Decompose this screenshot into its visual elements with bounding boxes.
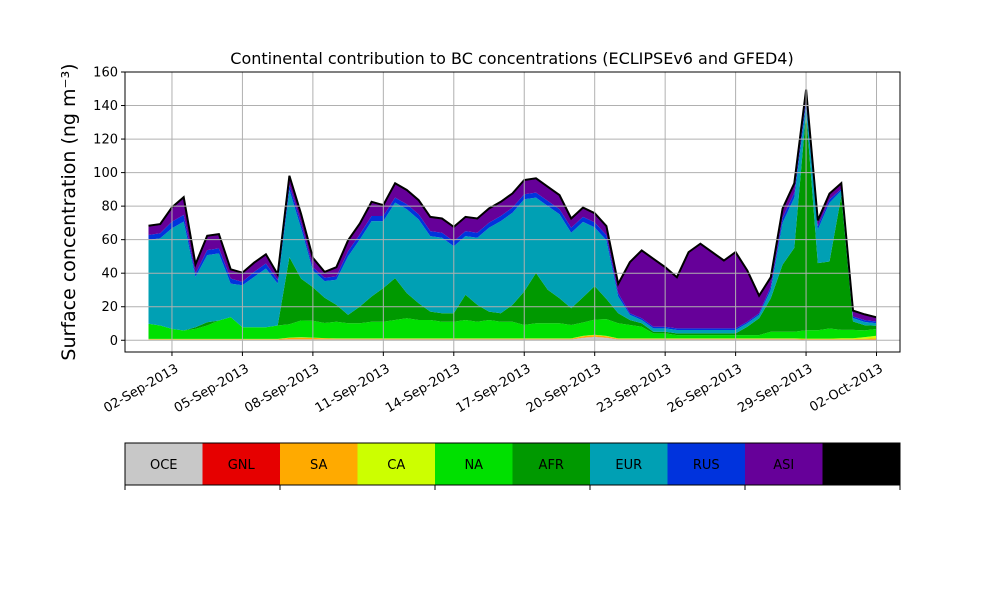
area-ca (148, 334, 877, 340)
area-rus (148, 98, 877, 330)
legend-label-aus: AUS (848, 458, 875, 473)
legend-label-gnl: GNL (228, 458, 256, 473)
legend-swatch-ca (357, 443, 435, 485)
x-tick-label: 02-Oct-2013 (807, 361, 885, 415)
legend-swatch-asi (745, 443, 823, 485)
legend-label-asi: ASI (773, 458, 794, 473)
legend-swatch-oce (125, 443, 203, 485)
total-line (148, 89, 877, 319)
area-eur (148, 103, 877, 334)
chart-title: Continental contribution to BC concentra… (230, 49, 793, 68)
y-tick-label: 20 (101, 300, 118, 315)
legend-label-ca: CA (387, 458, 405, 473)
x-tick-label: 08-Sep-2013 (242, 361, 322, 416)
y-tick-label: 160 (93, 66, 118, 81)
y-tick-label: 60 (101, 233, 118, 248)
area-afr (148, 112, 877, 336)
area-sa (148, 335, 877, 340)
x-tick-label: 23-Sep-2013 (595, 361, 675, 416)
y-tick-label: 100 (93, 166, 118, 181)
x-tick-label: 14-Sep-2013 (383, 361, 463, 416)
plot-frame (124, 71, 901, 353)
stacked-areas (148, 89, 877, 341)
legend-swatch-afr (512, 443, 590, 485)
y-tick-label: 40 (101, 267, 118, 282)
y-axis-label: Surface concentration (ng m⁻³) (58, 63, 80, 360)
legend-label-afr: AFR (539, 458, 564, 473)
legend-label-oce: OCE (150, 458, 178, 473)
legend-swatch-sa (280, 443, 358, 485)
legend-swatch-eur (590, 443, 668, 485)
y-tick-label: 0 (110, 334, 118, 349)
x-axis-ticks: 02-Sep-201305-Sep-201308-Sep-201311-Sep-… (101, 352, 886, 416)
x-tick-label: 26-Sep-2013 (665, 361, 745, 416)
y-tick-label: 120 (93, 133, 118, 148)
x-tick-label: 17-Sep-2013 (454, 361, 534, 416)
legend-frame (124, 442, 901, 486)
legend-label-eur: EUR (615, 458, 642, 473)
area-asi (148, 90, 877, 329)
legend-swatch-na (435, 443, 513, 485)
area-oce (148, 336, 877, 341)
x-tick-label: 11-Sep-2013 (313, 361, 393, 416)
x-tick-label: 20-Sep-2013 (524, 361, 604, 416)
x-tick-label: 29-Sep-2013 (735, 361, 815, 416)
y-tick-label: 80 (101, 200, 118, 215)
legend-label-na: NA (464, 458, 483, 473)
x-tick-label: 05-Sep-2013 (172, 361, 252, 416)
legend-swatch-aus (822, 443, 900, 485)
legend-label-sa: SA (310, 458, 327, 473)
x-tick-label: 02-Sep-2013 (101, 361, 181, 416)
legend-swatch-rus (667, 443, 745, 485)
legend-colorbar: OCE GNL SA CA NA AFR EUR RUS ASI AUS (124, 442, 901, 490)
legend-label-rus: RUS (693, 458, 720, 473)
y-tick-label: 140 (93, 99, 118, 114)
y-axis-ticks: 0 20 40 60 80 100 120 140 160 (93, 66, 125, 349)
area-na (148, 317, 877, 339)
legend-swatch-gnl (202, 443, 280, 485)
